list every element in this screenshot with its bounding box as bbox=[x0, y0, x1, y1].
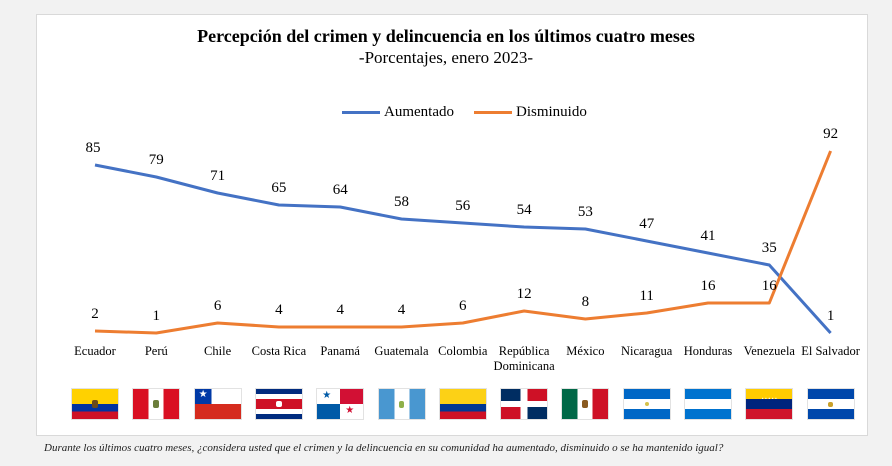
data-label-aumentado: 85 bbox=[86, 140, 101, 156]
flag-emblem-icon bbox=[275, 401, 282, 407]
data-label-aumentado: 54 bbox=[517, 202, 533, 218]
chart-subtitle: -Porcentajes, enero 2023- bbox=[358, 48, 534, 67]
data-label-disminuido: 4 bbox=[336, 302, 344, 318]
data-label-disminuido: 8 bbox=[582, 294, 590, 310]
category-label: Colombia bbox=[438, 344, 488, 358]
data-label-aumentado: 65 bbox=[271, 180, 286, 196]
colombia-flag bbox=[439, 389, 486, 419]
data-label-aumentado: 79 bbox=[149, 152, 164, 168]
honduras-flag bbox=[685, 389, 731, 419]
data-label-disminuido: 1 bbox=[153, 308, 161, 324]
data-label-disminuido: 16 bbox=[701, 278, 717, 294]
costa-rica-flag bbox=[255, 389, 302, 419]
venezuela-flag: ····· bbox=[746, 389, 793, 419]
data-label-aumentado: 41 bbox=[701, 228, 716, 244]
data-label-aumentado: 53 bbox=[578, 204, 593, 220]
chart-card bbox=[36, 14, 868, 436]
panama-flag: ★ ★ bbox=[317, 389, 364, 419]
data-label-disminuido: 12 bbox=[517, 286, 532, 302]
data-label-disminuido: 6 bbox=[214, 298, 222, 314]
ecuador-flag bbox=[72, 389, 118, 419]
category-label: República Dominicana bbox=[493, 344, 555, 373]
data-label-aumentado: 58 bbox=[394, 194, 409, 210]
category-label: Panamá bbox=[320, 344, 360, 358]
category-label: El Salvador bbox=[801, 344, 860, 358]
data-label-disminuido: 6 bbox=[459, 298, 467, 314]
flag-emblem-icon bbox=[399, 400, 404, 408]
data-label-aumentado: 1 bbox=[827, 308, 835, 324]
category-label: Chile bbox=[204, 344, 232, 358]
legend-label-disminuido: Disminuido bbox=[516, 104, 587, 120]
data-label-disminuido: 2 bbox=[91, 306, 99, 322]
flag-emblem-icon bbox=[644, 402, 649, 406]
category-label: Honduras bbox=[683, 344, 733, 358]
category-label: Ecuador bbox=[74, 344, 116, 358]
star-icon: ★ bbox=[322, 390, 332, 401]
footnote: Durante los últimos cuatro meses, ¿consi… bbox=[44, 442, 724, 454]
category-label: Perú bbox=[144, 344, 168, 358]
flag-emblem-icon bbox=[92, 400, 98, 408]
mexico-flag bbox=[562, 389, 609, 419]
series-line-aumentado bbox=[94, 163, 832, 335]
data-label-aumentado: 64 bbox=[333, 182, 349, 198]
star-icon: ★ bbox=[345, 405, 355, 416]
nicaragua-flag bbox=[623, 389, 670, 419]
flag-emblem-icon bbox=[153, 400, 160, 408]
chart-legend: Aumentado Disminuido bbox=[0, 104, 892, 124]
data-label-disminuido: 92 bbox=[823, 126, 838, 142]
star-icon: ★ bbox=[198, 389, 208, 400]
category-label: México bbox=[566, 344, 605, 358]
data-label-disminuido: 16 bbox=[762, 278, 778, 294]
data-label-aumentado: 35 bbox=[762, 240, 777, 256]
chart-title: Percepción del crimen y delincuencia en … bbox=[197, 26, 695, 46]
flag-emblem-icon bbox=[582, 400, 589, 408]
legend-label-aumentado: Aumentado bbox=[384, 104, 454, 120]
data-label-disminuido: 4 bbox=[275, 302, 283, 318]
dominican-republic-flag bbox=[501, 389, 548, 419]
legend-item-aumentado: Aumentado bbox=[342, 104, 454, 121]
stars-arc-icon: ····· bbox=[760, 394, 778, 405]
data-label-aumentado: 71 bbox=[210, 168, 225, 184]
flag-emblem-icon bbox=[828, 401, 834, 407]
category-label: Guatemala bbox=[374, 344, 429, 358]
guatemala-flag bbox=[378, 389, 425, 419]
category-label: Nicaragua bbox=[621, 344, 673, 358]
data-label-disminuido: 11 bbox=[639, 288, 653, 304]
category-label: Costa Rica bbox=[251, 344, 307, 358]
series-line-disminuido bbox=[94, 150, 832, 335]
chile-flag: ★ bbox=[194, 389, 241, 419]
data-label-aumentado: 47 bbox=[639, 216, 655, 232]
category-label: Venezuela bbox=[743, 344, 795, 358]
data-label-disminuido: 4 bbox=[398, 302, 406, 318]
peru-flag bbox=[133, 389, 180, 419]
legend-swatch-disminuido bbox=[474, 111, 512, 114]
legend-item-disminuido: Disminuido bbox=[474, 104, 587, 121]
data-label-aumentado: 56 bbox=[455, 198, 471, 214]
el-salvador-flag bbox=[807, 389, 854, 419]
legend-swatch-aumentado bbox=[342, 111, 380, 114]
